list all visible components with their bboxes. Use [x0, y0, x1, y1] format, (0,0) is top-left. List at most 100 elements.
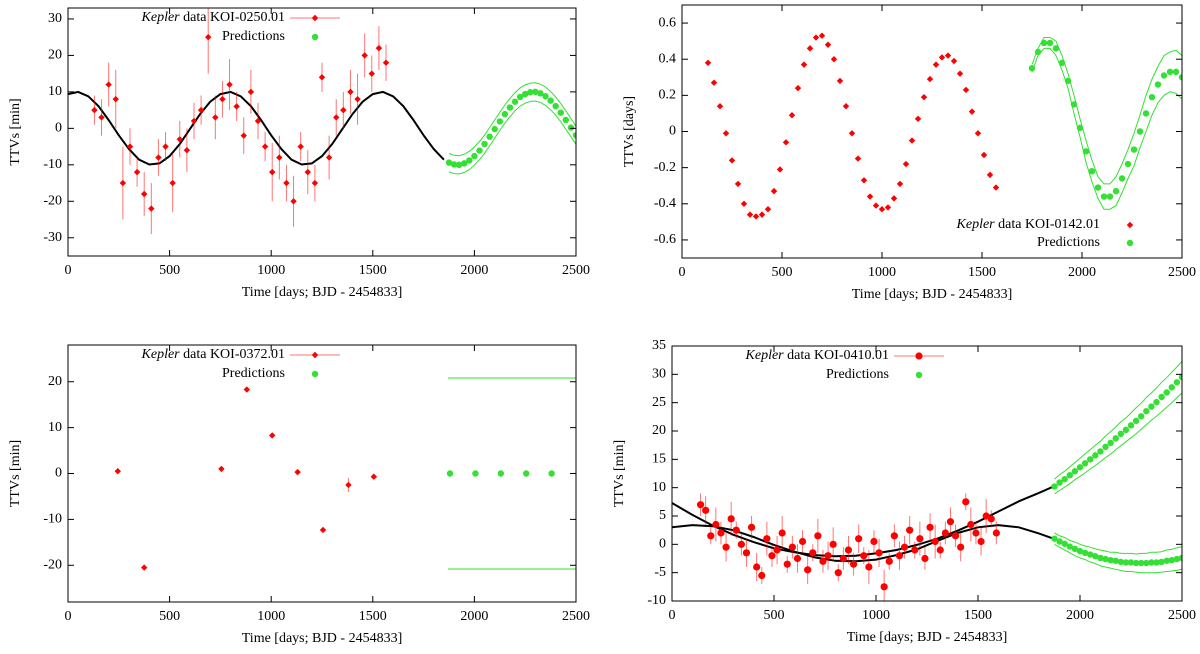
y-tick-label: 20 [48, 374, 62, 389]
data-point [752, 213, 760, 220]
prediction-point [1142, 110, 1150, 117]
prediction-point [1166, 68, 1174, 76]
prediction-point [1081, 549, 1089, 557]
data-point [836, 77, 844, 85]
legend-marker [311, 14, 319, 22]
y-tick-label: -0.2 [654, 160, 676, 175]
data-point [368, 70, 375, 77]
prediction-point [1094, 184, 1102, 191]
data-point [829, 540, 837, 548]
prediction-point [1178, 554, 1182, 562]
data-point [770, 187, 778, 195]
x-tick-label: 1500 [359, 609, 387, 624]
prediction-point [1127, 422, 1135, 429]
plot-area [672, 360, 1182, 601]
prediction-point [1061, 540, 1068, 547]
x-tick-label: 2000 [460, 263, 488, 278]
x-tick-label: 2500 [1168, 608, 1196, 623]
data-point [880, 583, 888, 591]
data-point [946, 518, 955, 526]
data-point [986, 171, 994, 179]
data-point [205, 33, 212, 41]
data-point [233, 103, 240, 110]
data-point [325, 154, 333, 161]
prediction-point [506, 104, 514, 111]
prediction-point [522, 90, 529, 98]
data-point [141, 190, 148, 198]
prediction-point [1112, 187, 1120, 195]
prediction-point [1092, 452, 1099, 459]
prediction-point [1138, 559, 1145, 567]
data-point [783, 560, 791, 568]
legend-marker [311, 351, 319, 359]
data-point [319, 526, 327, 534]
x-tick-label: 500 [159, 263, 180, 278]
data-point [793, 554, 802, 563]
data-point [345, 481, 352, 489]
data-point [197, 106, 205, 114]
prediction-point [1056, 538, 1063, 545]
prediction-band [448, 100, 576, 175]
data-point [727, 515, 735, 523]
x-tick-label: 500 [772, 265, 793, 280]
prediction-point [1153, 559, 1160, 566]
prediction-band [1031, 47, 1182, 210]
data-point [269, 168, 276, 176]
prediction-band [1054, 392, 1182, 495]
data-point [866, 193, 874, 200]
data-point [936, 546, 944, 554]
y-tick-label: 35 [652, 338, 666, 353]
y-tick-label: 0 [669, 124, 676, 139]
y-tick-label: 25 [652, 395, 666, 410]
data-point [824, 41, 832, 48]
prediction-point [562, 116, 570, 124]
x-tick-label: 500 [764, 608, 785, 623]
prediction-point [1148, 559, 1155, 566]
data-point [318, 74, 326, 81]
prediction-point [1107, 439, 1114, 447]
prediction-band [1054, 543, 1182, 574]
prediction-point [1088, 168, 1096, 175]
data-point [133, 168, 141, 176]
prediction-point [1132, 559, 1140, 567]
data-point [91, 106, 98, 114]
data-point [921, 554, 929, 563]
legend-label: Predictions [1037, 235, 1100, 250]
data-point [226, 81, 233, 88]
prediction-point [1087, 456, 1094, 463]
prediction-point [1178, 373, 1182, 381]
y-tick-label: 0.2 [659, 88, 677, 103]
legend-label: Kepler data KOI-0250.01 [141, 10, 285, 25]
prediction-point [1040, 39, 1048, 47]
prediction-point [461, 160, 468, 167]
prediction-band [448, 82, 576, 157]
prediction-point [1148, 93, 1156, 101]
data-point [778, 529, 786, 537]
data-point [860, 177, 868, 184]
data-point [98, 114, 105, 121]
data-point [119, 179, 127, 187]
data-point [190, 117, 198, 125]
data-point [992, 529, 1000, 537]
prediction-point [1117, 430, 1125, 438]
data-point [776, 166, 784, 173]
data-point [951, 532, 960, 540]
prediction-point [1118, 175, 1126, 182]
y-tick-label: 5 [659, 508, 666, 523]
x-tick-label: 2000 [460, 609, 488, 624]
data-point [218, 465, 225, 473]
data-point [732, 526, 740, 534]
prediction-band [1054, 532, 1182, 555]
data-point [938, 54, 946, 61]
prediction-point [1154, 81, 1162, 88]
data-point [962, 86, 970, 94]
data-point [932, 61, 940, 68]
prediction-point [466, 157, 473, 164]
data-point [794, 84, 802, 92]
data-point [812, 34, 820, 41]
x-axis-label: Time [days; BJD - 2454833] [242, 631, 403, 646]
prediction-point [1052, 45, 1060, 52]
plot-frame [67, 344, 577, 603]
data-point [340, 106, 347, 114]
prediction-point [1173, 555, 1181, 563]
